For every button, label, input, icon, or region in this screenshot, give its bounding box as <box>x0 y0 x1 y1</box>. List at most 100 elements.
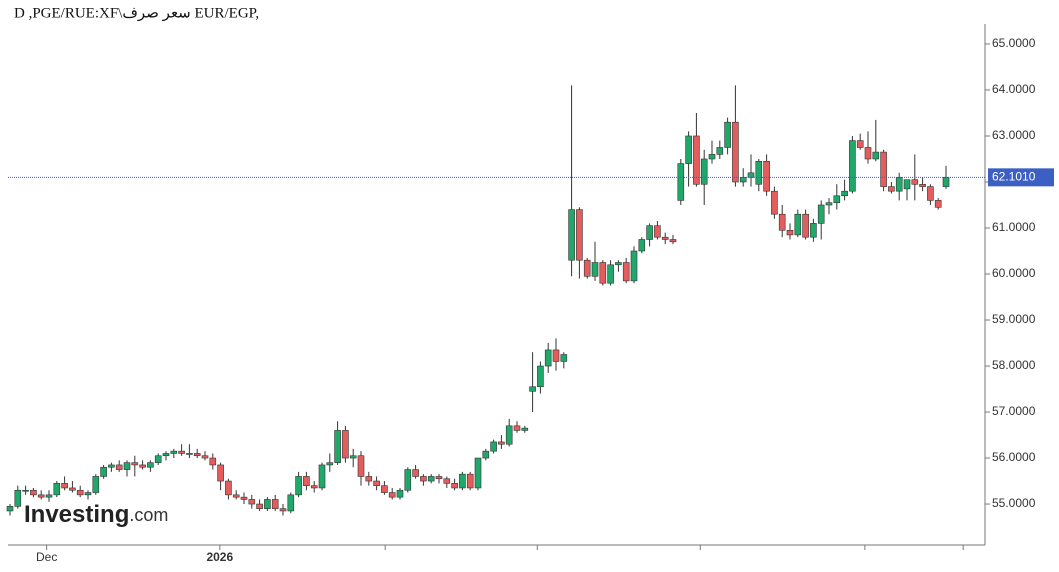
candle-body <box>638 239 646 252</box>
candle-body <box>895 177 903 192</box>
candle-body <box>30 489 37 496</box>
candle-body <box>763 160 770 192</box>
candle-body <box>92 476 100 493</box>
candle-body <box>934 200 942 208</box>
candle-body <box>552 349 560 362</box>
candle-body <box>53 483 61 496</box>
candle-body <box>326 462 334 466</box>
candle-body <box>240 496 248 500</box>
candle-body <box>833 195 841 203</box>
candle-body <box>451 483 458 489</box>
candle-body <box>872 151 880 160</box>
candle-body <box>139 464 146 468</box>
candle-body <box>100 466 107 477</box>
candle-body <box>334 430 341 463</box>
logo-brand: Investing <box>24 501 129 528</box>
candle-body <box>856 140 864 148</box>
candle-body <box>646 225 653 240</box>
candle-body <box>295 476 302 496</box>
candle-body <box>521 427 529 431</box>
candle-body <box>490 441 497 452</box>
candle-body <box>303 476 310 486</box>
candle-body <box>716 147 724 155</box>
candle-body <box>427 476 435 482</box>
candle-body <box>849 140 856 192</box>
candle-body <box>147 462 154 468</box>
candle-body <box>786 229 794 236</box>
candle-body <box>178 450 185 454</box>
candle-body <box>435 476 443 480</box>
candle-body <box>654 225 661 238</box>
candle-body <box>466 473 474 489</box>
candle-body <box>864 147 872 160</box>
candle-body <box>942 177 950 187</box>
candle-body <box>927 186 934 201</box>
y-tick-label: 64.0000 <box>992 82 1036 96</box>
candle-body <box>911 179 919 185</box>
candle-body <box>778 213 786 231</box>
x-tick-label: 2026 <box>206 550 233 564</box>
candle-body <box>771 190 778 215</box>
last-price-box <box>988 168 1054 187</box>
candle-body <box>217 464 224 482</box>
candle-body <box>513 425 521 431</box>
candle-body <box>342 430 349 459</box>
x-tick-label: Dec <box>36 550 57 564</box>
candle-body <box>583 259 591 277</box>
candle-body <box>412 469 419 477</box>
candle-body <box>544 349 552 367</box>
y-tick-label: 55.0000 <box>992 496 1036 510</box>
candle-body <box>630 250 638 282</box>
candle-body <box>591 262 599 277</box>
candle-body <box>817 204 825 224</box>
logo: Investing.com <box>24 501 168 528</box>
candle-body <box>404 469 412 491</box>
candle-body <box>76 489 84 496</box>
chart-title: D ,PGE/RUE:XF\سعر صرف EUR/EGP, <box>14 5 259 21</box>
candle-body <box>225 480 232 496</box>
y-tick-label: 61.0000 <box>992 220 1036 234</box>
candle-body <box>193 453 201 457</box>
candle-body <box>841 190 848 197</box>
candle-body <box>724 121 731 148</box>
candle-body <box>669 239 677 243</box>
candle-body <box>529 386 536 392</box>
candle-body <box>607 264 614 284</box>
candle-body <box>37 494 45 498</box>
candle-body <box>732 121 739 183</box>
candle-body <box>108 464 115 468</box>
candle-body <box>357 455 365 477</box>
candle-body <box>685 135 692 164</box>
candle-body <box>14 489 22 507</box>
candle-body <box>568 209 575 261</box>
candle-body <box>22 489 29 492</box>
candle-body <box>310 485 318 489</box>
candle-body <box>576 209 583 261</box>
candle-body <box>810 223 817 238</box>
candle-body <box>498 441 505 445</box>
candle-body <box>693 135 700 185</box>
candle-body <box>349 455 357 459</box>
candle-body <box>482 450 490 459</box>
candle-body <box>903 179 911 190</box>
logo-suffix: .com <box>129 505 168 525</box>
candle-body <box>6 506 14 512</box>
candle-body <box>154 455 162 463</box>
candle-body <box>888 186 895 192</box>
candle-body <box>880 151 887 187</box>
candle-body <box>794 213 802 236</box>
candle-body <box>708 154 716 160</box>
candle-body <box>162 453 170 457</box>
candle-body <box>45 494 53 498</box>
candle-body <box>373 480 380 486</box>
candle-body <box>248 499 256 505</box>
candle-body <box>615 262 622 266</box>
candle-body <box>396 489 404 498</box>
candle-body <box>825 202 833 206</box>
candle-body <box>420 476 427 482</box>
candle-body <box>131 462 139 466</box>
candle-body <box>443 478 451 484</box>
candle-body <box>677 163 685 201</box>
candle-body <box>661 236 669 240</box>
